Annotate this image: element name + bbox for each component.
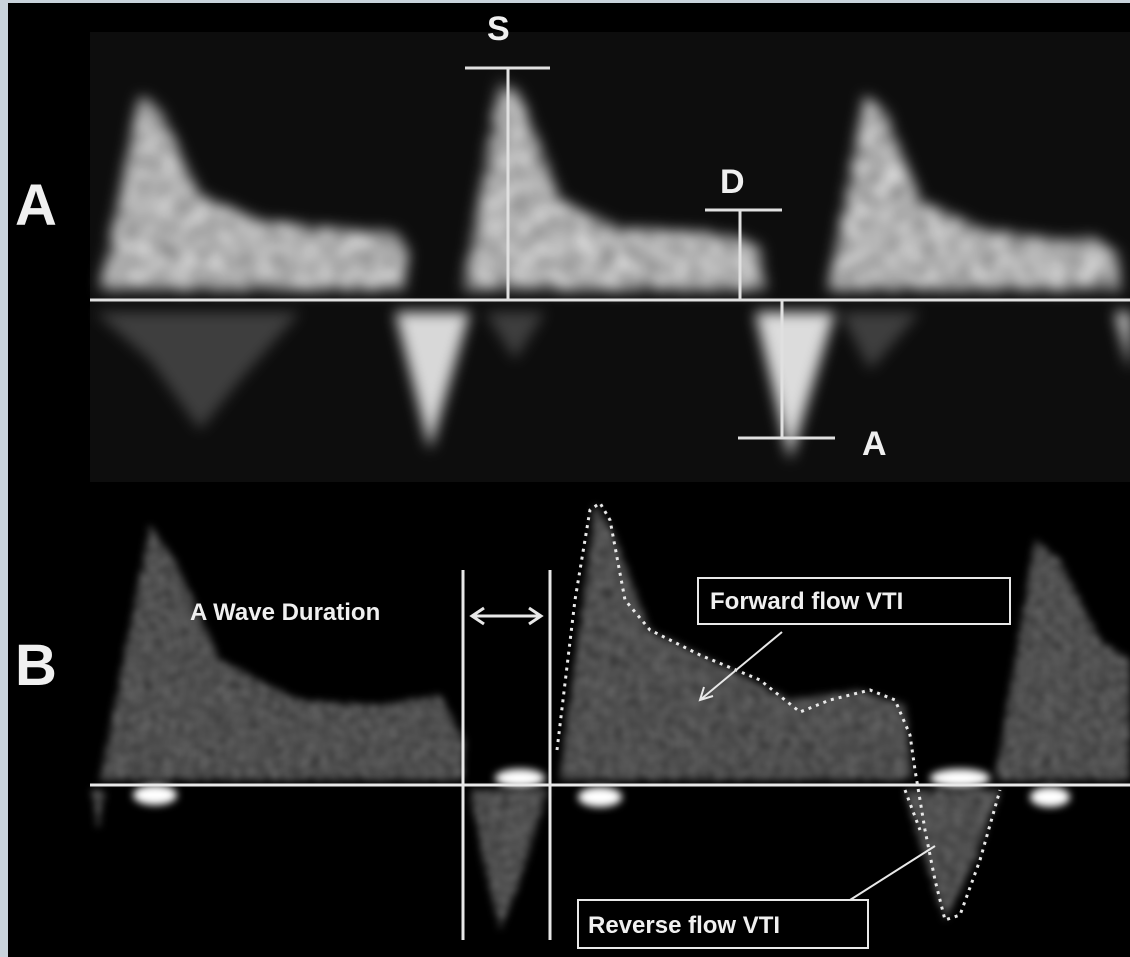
- forward-flow-box: [697, 577, 1011, 625]
- panel-b-forward-waveforms: [100, 505, 1130, 780]
- panel-a-label: A: [15, 173, 57, 238]
- reverse-flow-label: Reverse flow VTI: [588, 912, 780, 939]
- panel-b-label: B: [15, 633, 57, 698]
- forward-flow-label: Forward flow VTI: [710, 588, 903, 615]
- panel-a-reverse-waveforms: [95, 312, 1130, 460]
- frame-border-left: [0, 0, 8, 957]
- peak-a-label: A: [862, 425, 887, 463]
- panel-a-forward-waveforms: [100, 80, 1120, 290]
- panel-b-baseline-artifacts: [133, 769, 1070, 807]
- panel-a-annotations: [90, 66, 1130, 440]
- panel-b-annotations: [90, 500, 1130, 940]
- peak-d-label: D: [720, 163, 745, 201]
- panel-b-reverse-waveforms: [92, 790, 1000, 930]
- a-wave-duration-label: A Wave Duration: [190, 599, 380, 626]
- frame-border-top: [0, 0, 1130, 3]
- reverse-flow-box: [577, 899, 869, 949]
- peak-s-label: S: [487, 10, 510, 48]
